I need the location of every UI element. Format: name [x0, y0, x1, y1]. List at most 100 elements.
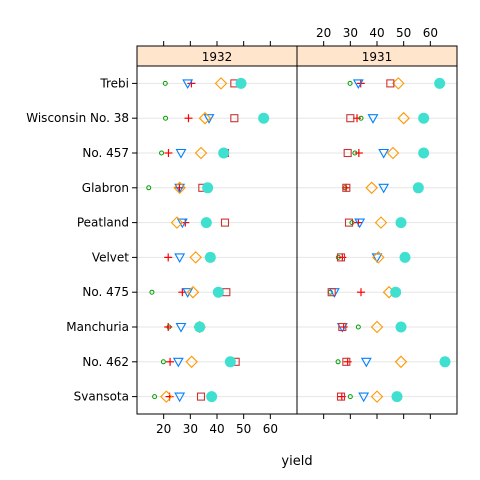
- data-point-s2: [354, 149, 363, 157]
- data-point-s4: [186, 285, 200, 299]
- data-point-s4: [374, 216, 388, 229]
- strip-label-1932: 1932: [202, 50, 233, 64]
- data-point-s3: [360, 357, 372, 368]
- data-point-s5: [336, 392, 346, 401]
- x-tick-label-bottom: 50: [236, 422, 251, 436]
- data-point-s4: [370, 390, 384, 403]
- data-point-s2: [343, 357, 352, 366]
- data-point-s4: [194, 146, 208, 160]
- data-point-s5: [327, 288, 336, 297]
- data-point-s5: [196, 392, 206, 401]
- data-point-s5: [386, 79, 395, 88]
- data-point-s4: [397, 111, 410, 125]
- data-point-s3: [182, 288, 194, 298]
- data-point-s6: [439, 356, 451, 368]
- data-point-s2: [164, 149, 173, 157]
- data-point-s4: [214, 77, 228, 90]
- data-point-s6: [390, 286, 402, 298]
- x-axis-title: yield: [281, 454, 312, 469]
- x-tick-label-top: 60: [423, 26, 438, 40]
- data-point-s4: [170, 216, 184, 229]
- data-point-s6: [194, 321, 206, 333]
- data-point-s3: [174, 183, 186, 194]
- category-label: Glabron: [82, 181, 129, 195]
- data-point-s3: [175, 322, 187, 333]
- data-point-s5: [230, 114, 239, 123]
- data-point-s2: [342, 183, 351, 192]
- category-label: Trebi: [99, 76, 129, 90]
- data-point-s3: [174, 253, 186, 264]
- data-point-s6: [391, 391, 403, 403]
- data-point-s5: [344, 218, 354, 227]
- data-point-s4: [370, 320, 384, 334]
- data-point-s1: [146, 185, 152, 191]
- x-tick-label-top: 30: [343, 26, 358, 40]
- data-point-s6: [395, 321, 407, 333]
- data-point-s1: [335, 359, 341, 365]
- data-point-s6: [418, 112, 430, 124]
- data-point-s4: [372, 251, 385, 264]
- x-tick-label-top: 40: [369, 26, 384, 40]
- data-point-s4: [198, 111, 212, 125]
- data-point-s3: [174, 392, 186, 403]
- x-tick-label-top: 20: [316, 26, 331, 40]
- x-tick-label-bottom: 20: [156, 422, 171, 436]
- data-point-s1: [163, 115, 169, 121]
- data-point-s6: [202, 182, 214, 194]
- category-label: Manchuria: [66, 320, 129, 334]
- data-point-s1: [149, 289, 155, 295]
- data-point-s3: [367, 114, 379, 124]
- data-point-s6: [224, 356, 236, 368]
- category-label: Wisconsin No. 38: [26, 111, 129, 125]
- data-point-s4: [185, 355, 198, 369]
- data-point-s1: [152, 394, 158, 400]
- data-point-s6: [434, 77, 446, 89]
- data-point-s5: [346, 114, 355, 123]
- x-tick-label-bottom: 30: [183, 422, 198, 436]
- data-point-s3: [203, 114, 215, 124]
- data-point-s1: [355, 324, 361, 330]
- data-point-s3: [172, 357, 184, 368]
- category-label: Velvet: [92, 250, 129, 264]
- data-point-s6: [200, 217, 212, 229]
- data-point-s6: [258, 112, 270, 124]
- data-point-s1: [159, 150, 165, 156]
- data-point-s4: [394, 355, 408, 369]
- data-point-s2: [338, 253, 347, 262]
- data-point-s5: [342, 183, 351, 192]
- data-point-s2: [357, 288, 365, 297]
- data-point-s3: [378, 183, 390, 194]
- data-point-s2: [166, 357, 175, 366]
- data-point-s4: [365, 181, 378, 195]
- data-point-s2: [184, 114, 193, 123]
- data-point-s6: [204, 251, 216, 263]
- x-tick-label-bottom: 60: [263, 422, 278, 436]
- data-point-s4: [189, 251, 202, 264]
- data-point-s5: [336, 253, 346, 262]
- data-point-s4: [173, 181, 186, 195]
- data-point-s6: [212, 286, 224, 298]
- data-point-s4: [160, 390, 173, 403]
- data-point-s3: [176, 218, 188, 229]
- data-point-s6: [412, 182, 424, 194]
- data-point-s5: [343, 148, 352, 158]
- data-point-s6: [235, 77, 247, 89]
- data-point-s5: [342, 357, 351, 366]
- strip-label-1931: 1931: [362, 50, 393, 64]
- data-point-s3: [358, 392, 370, 403]
- data-point-s5: [220, 218, 230, 227]
- category-label: Svansota: [74, 390, 129, 404]
- category-label: Peatland: [77, 216, 129, 230]
- category-label: No. 462: [82, 355, 129, 369]
- data-point-s1: [347, 394, 353, 400]
- x-tick-label-top: 50: [396, 26, 411, 40]
- category-label: No. 475: [82, 285, 129, 299]
- data-point-s6: [218, 147, 230, 159]
- data-point-s3: [378, 148, 390, 159]
- data-point-s1: [349, 220, 355, 226]
- data-point-s3: [354, 218, 366, 229]
- data-point-s3: [182, 79, 194, 90]
- data-point-s1: [162, 80, 168, 86]
- data-point-s5: [338, 322, 347, 332]
